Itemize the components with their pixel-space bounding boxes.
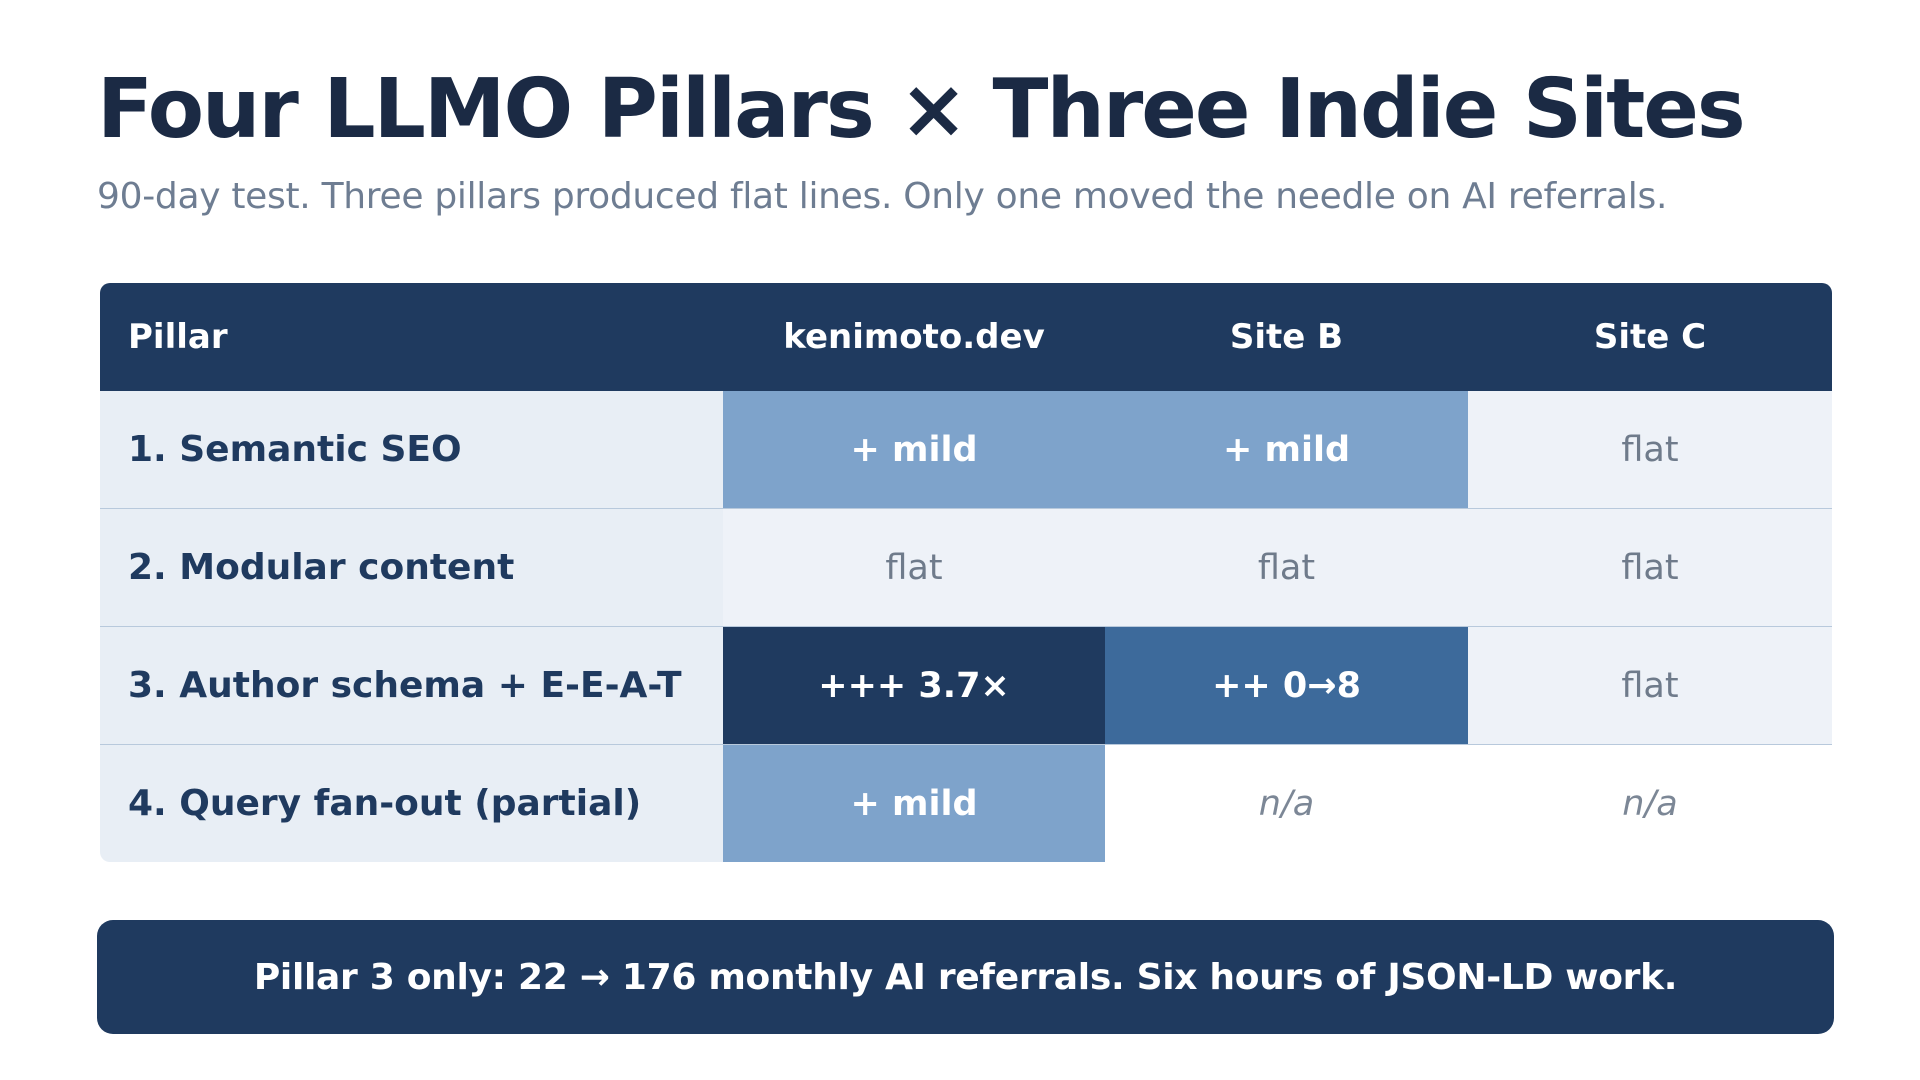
result-cell: + mild bbox=[1105, 391, 1468, 509]
result-cell: + mild bbox=[723, 391, 1105, 509]
pillar-label: 1. Semantic SEO bbox=[100, 391, 723, 509]
summary-callout: Pillar 3 only: 22 → 176 monthly AI refer… bbox=[97, 920, 1834, 1034]
table-row: 1. Semantic SEO + mild + mild flat bbox=[100, 391, 1832, 509]
table-row: 4. Query fan-out (partial) + mild n/a n/… bbox=[100, 744, 1832, 862]
column-header-site-b: Site B bbox=[1105, 283, 1468, 391]
page-title: Four LLMO Pillars × Three Indie Sites bbox=[97, 62, 1746, 157]
table-row: 2. Modular content flat flat flat bbox=[100, 508, 1832, 627]
result-cell: flat bbox=[1105, 508, 1468, 627]
result-cell: flat bbox=[723, 508, 1105, 627]
table-header-row: Pillar kenimoto.dev Site B Site C bbox=[100, 283, 1832, 391]
result-cell: flat bbox=[1468, 626, 1832, 745]
column-header-pillar: Pillar bbox=[100, 283, 723, 391]
result-cell: ++ 0→8 bbox=[1105, 626, 1468, 745]
pillar-label: 4. Query fan-out (partial) bbox=[100, 744, 723, 862]
result-cell: +++ 3.7× bbox=[723, 626, 1105, 745]
result-cell: n/a bbox=[1468, 744, 1832, 862]
page-subtitle: 90-day test. Three pillars produced flat… bbox=[97, 176, 1668, 217]
pillar-label: 3. Author schema + E-E-A-T bbox=[100, 626, 723, 745]
result-cell: flat bbox=[1468, 391, 1832, 509]
table-row: 3. Author schema + E-E-A-T +++ 3.7× ++ 0… bbox=[100, 626, 1832, 745]
result-cell: flat bbox=[1468, 508, 1832, 627]
result-cell: + mild bbox=[723, 744, 1105, 862]
column-header-kenimoto: kenimoto.dev bbox=[723, 283, 1105, 391]
column-header-site-c: Site C bbox=[1468, 283, 1832, 391]
pillar-label: 2. Modular content bbox=[100, 508, 723, 627]
results-table: Pillar kenimoto.dev Site B Site C 1. Sem… bbox=[100, 283, 1832, 862]
result-cell: n/a bbox=[1105, 744, 1468, 862]
